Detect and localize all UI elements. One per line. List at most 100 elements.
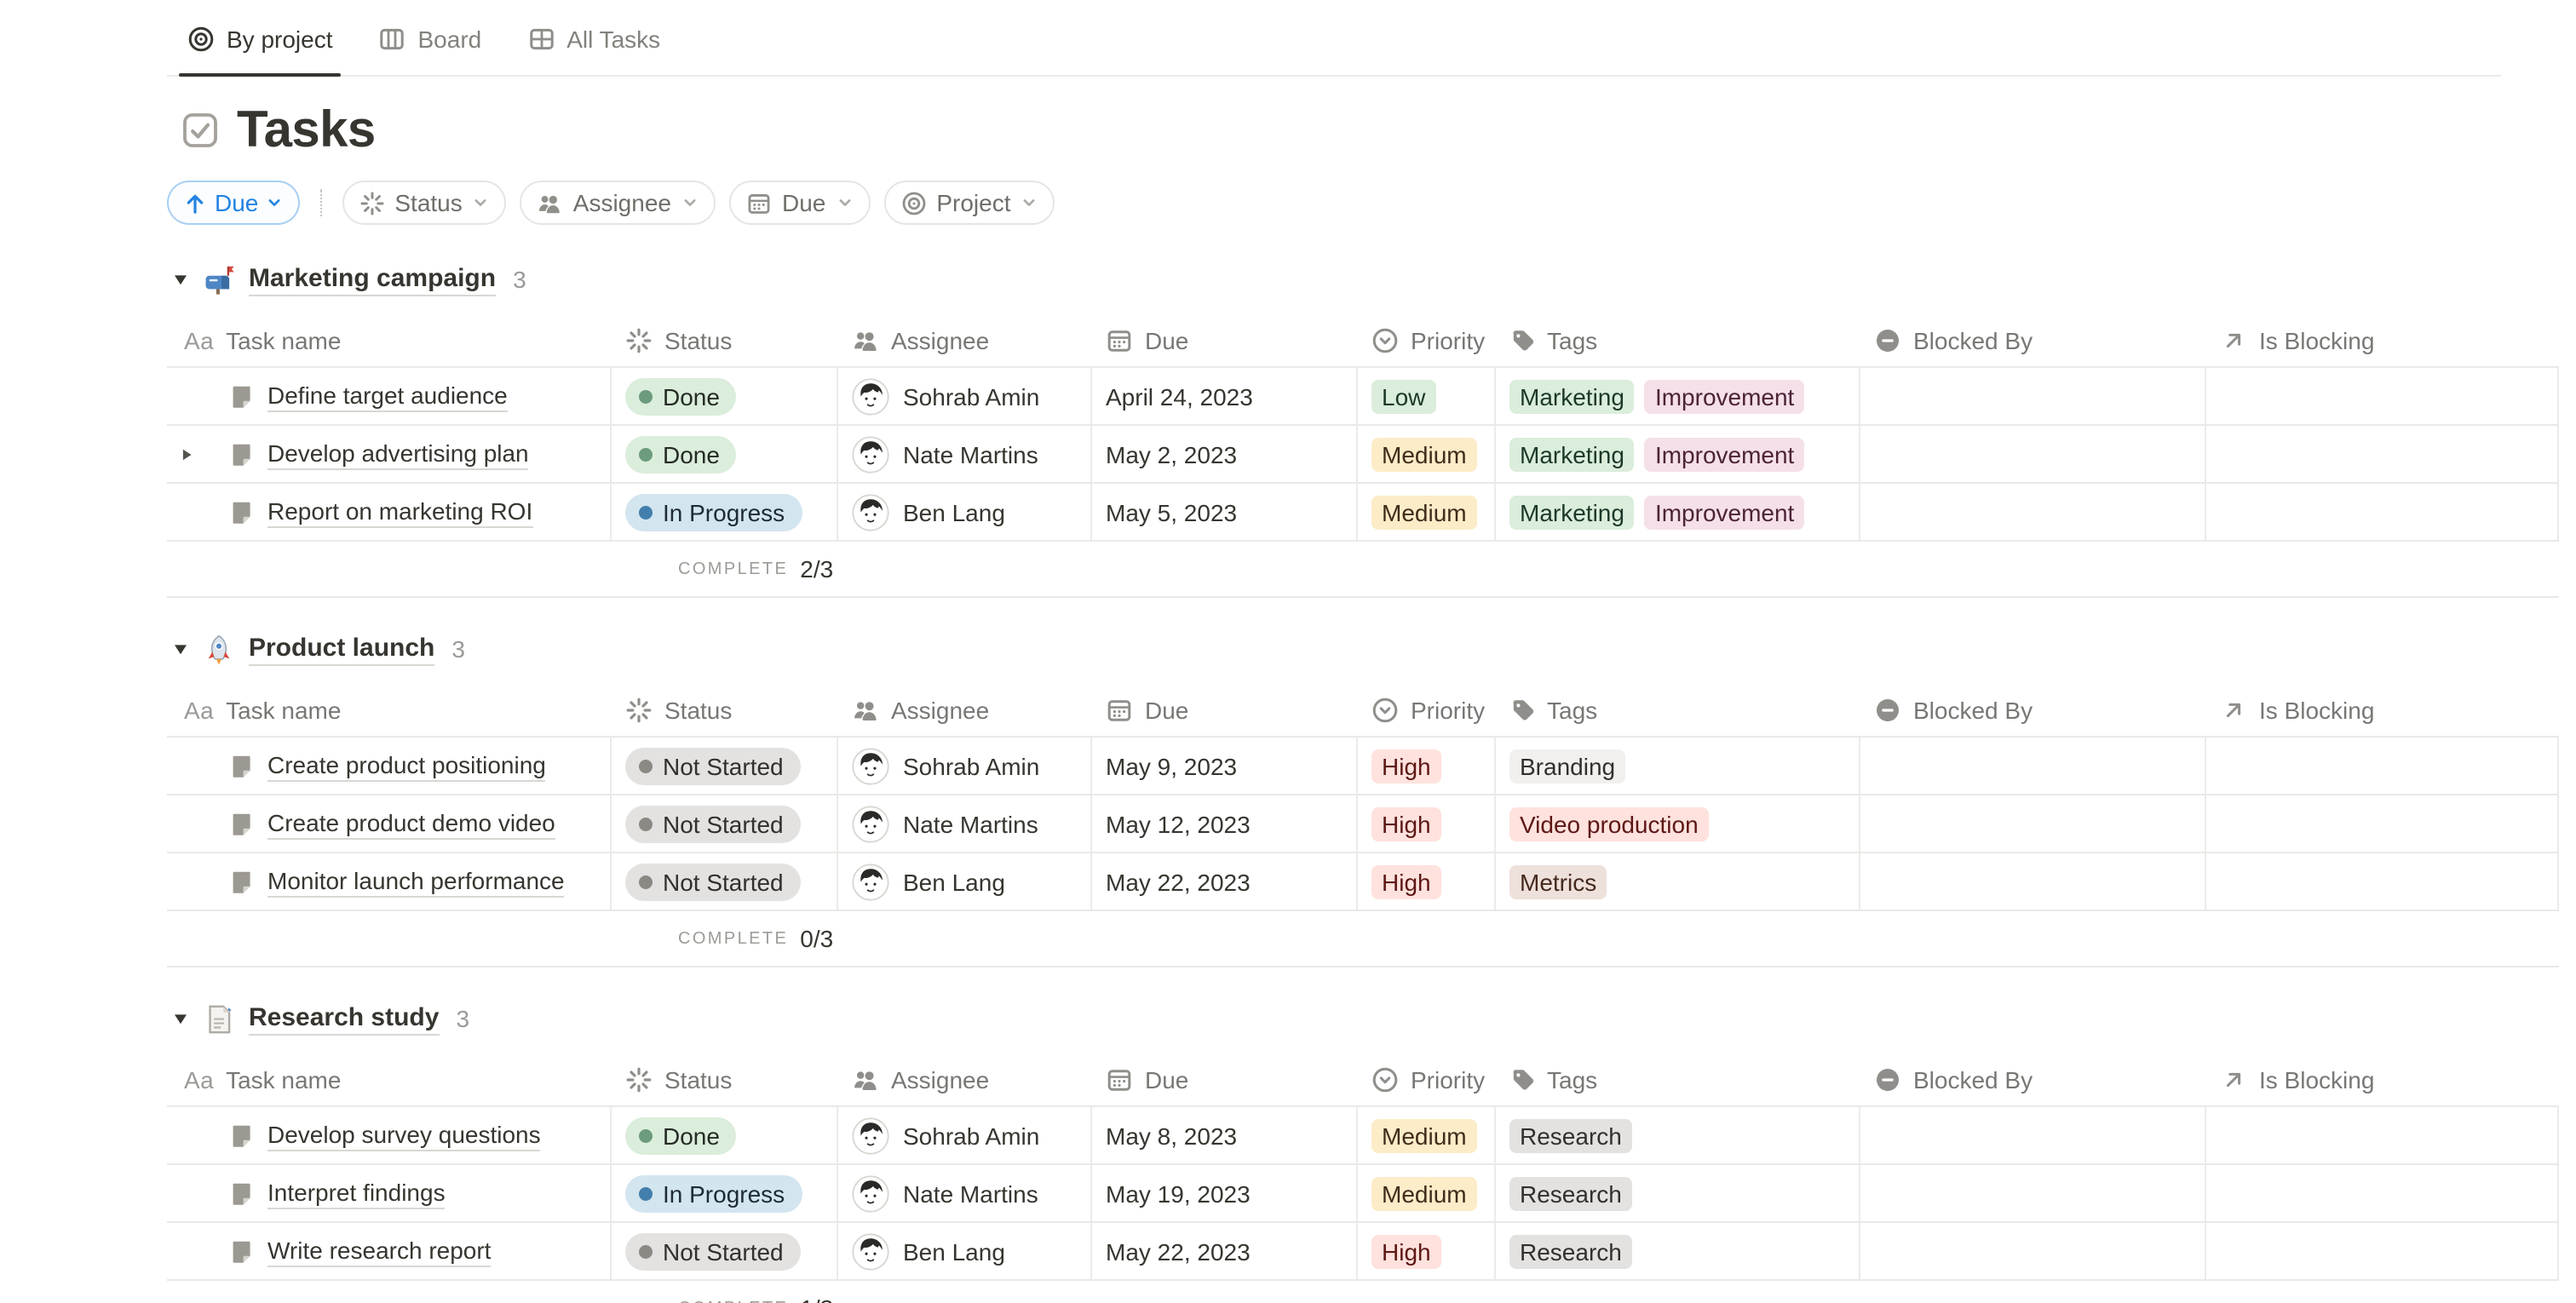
cell-blocked-by[interactable] [1860, 795, 2206, 852]
column-header-due[interactable]: Due [1092, 313, 1358, 366]
group-name-link[interactable]: Product launch [249, 633, 435, 665]
column-header-priority[interactable]: Priority [1358, 1053, 1496, 1105]
filter-pill-project[interactable]: Project [883, 181, 1055, 225]
cell-tags[interactable]: Metrics [1496, 853, 1860, 910]
cell-status[interactable]: Done [612, 1107, 838, 1163]
cell-is-blocking[interactable] [2206, 738, 2559, 794]
tab-all-tasks[interactable]: All Tasks [527, 0, 660, 77]
cell-tags[interactable]: Branding [1496, 738, 1860, 794]
column-header-tags[interactable]: Tags [1496, 683, 1860, 736]
cell-task[interactable]: Write research report [167, 1223, 612, 1279]
sort-pill-due[interactable]: Due [167, 181, 300, 225]
task-name-link[interactable]: Report on marketing ROI [267, 497, 533, 527]
cell-status[interactable]: In Progress [612, 1165, 838, 1221]
cell-is-blocking[interactable] [2206, 426, 2559, 482]
cell-priority[interactable]: High [1358, 795, 1496, 852]
filter-pill-status[interactable]: Status [342, 181, 507, 225]
cell-tags[interactable]: Research [1496, 1107, 1860, 1163]
cell-task[interactable]: Interpret findings [167, 1165, 612, 1221]
task-name-link[interactable]: Develop advertising plan [267, 439, 529, 469]
task-name-link[interactable]: Create product positioning [267, 750, 546, 781]
cell-tags[interactable]: Marketing Improvement [1496, 368, 1860, 424]
cell-status[interactable]: Not Started [612, 738, 838, 794]
cell-due[interactable]: May 22, 2023 [1092, 1223, 1358, 1279]
column-header-priority[interactable]: Priority [1358, 313, 1496, 366]
column-header-is-blocking[interactable]: Is Blocking [2206, 313, 2559, 366]
cell-is-blocking[interactable] [2206, 484, 2559, 540]
page-title[interactable]: Tasks [237, 102, 376, 158]
cell-due[interactable]: May 9, 2023 [1092, 738, 1358, 794]
cell-due[interactable]: May 8, 2023 [1092, 1107, 1358, 1163]
cell-priority[interactable]: Medium [1358, 426, 1496, 482]
cell-blocked-by[interactable] [1860, 853, 2206, 910]
cell-is-blocking[interactable] [2206, 368, 2559, 424]
column-header-due[interactable]: Due [1092, 683, 1358, 736]
cell-status[interactable]: Done [612, 368, 838, 424]
cell-blocked-by[interactable] [1860, 738, 2206, 794]
column-header-assignee[interactable]: Assignee [838, 1053, 1092, 1105]
group-name-link[interactable]: Research study [249, 1002, 440, 1035]
cell-due[interactable]: May 19, 2023 [1092, 1165, 1358, 1221]
column-header-assignee[interactable]: Assignee [838, 313, 1092, 366]
column-header-is-blocking[interactable]: Is Blocking [2206, 1053, 2559, 1105]
cell-due[interactable]: May 12, 2023 [1092, 795, 1358, 852]
cell-assignee[interactable]: Nate Martins [838, 1165, 1092, 1221]
cell-priority[interactable]: High [1358, 853, 1496, 910]
cell-priority[interactable]: Medium [1358, 1165, 1496, 1221]
cell-task[interactable]: Create product demo video [167, 795, 612, 852]
column-header-blocked-by[interactable]: Blocked By [1860, 313, 2206, 366]
task-name-link[interactable]: Interpret findings [267, 1178, 446, 1208]
cell-priority[interactable]: Medium [1358, 1107, 1496, 1163]
cell-task[interactable]: Report on marketing ROI [167, 484, 612, 540]
cell-blocked-by[interactable] [1860, 1107, 2206, 1163]
cell-status[interactable]: Not Started [612, 853, 838, 910]
cell-assignee[interactable]: Ben Lang [838, 1223, 1092, 1279]
task-name-link[interactable]: Define target audience [267, 381, 508, 411]
cell-assignee[interactable]: Sohrab Amin [838, 738, 1092, 794]
group-name-link[interactable]: Marketing campaign [249, 263, 497, 296]
cell-assignee[interactable]: Ben Lang [838, 484, 1092, 540]
column-header-tags[interactable]: Tags [1496, 313, 1860, 366]
column-header-priority[interactable]: Priority [1358, 683, 1496, 736]
cell-task[interactable]: Develop survey questions [167, 1107, 612, 1163]
cell-assignee[interactable]: Sohrab Amin [838, 368, 1092, 424]
cell-tags[interactable]: Marketing Improvement [1496, 426, 1860, 482]
cell-tags[interactable]: Video production [1496, 795, 1860, 852]
group-collapse-toggle-icon[interactable] [172, 640, 189, 657]
cell-task[interactable]: Define target audience [167, 368, 612, 424]
cell-blocked-by[interactable] [1860, 426, 2206, 482]
cell-is-blocking[interactable] [2206, 1107, 2559, 1163]
cell-status[interactable]: Done [612, 426, 838, 482]
calc-row[interactable]: COMPLETE 2/3 [167, 542, 2559, 598]
cell-priority[interactable]: Medium [1358, 484, 1496, 540]
cell-priority[interactable]: Low [1358, 368, 1496, 424]
cell-task[interactable]: Monitor launch performance [167, 853, 612, 910]
cell-is-blocking[interactable] [2206, 853, 2559, 910]
cell-due[interactable]: May 2, 2023 [1092, 426, 1358, 482]
filter-pill-assignee[interactable]: Assignee [520, 181, 716, 225]
cell-tags[interactable]: Research [1496, 1223, 1860, 1279]
cell-priority[interactable]: High [1358, 738, 1496, 794]
tab-by-project[interactable]: By project [178, 0, 342, 77]
cell-status[interactable]: Not Started [612, 795, 838, 852]
tab-board[interactable]: Board [379, 0, 481, 77]
cell-status[interactable]: In Progress [612, 484, 838, 540]
cell-task[interactable]: Create product positioning [167, 738, 612, 794]
cell-tags[interactable]: Marketing Improvement [1496, 484, 1860, 540]
cell-is-blocking[interactable] [2206, 1165, 2559, 1221]
cell-blocked-by[interactable] [1860, 1165, 2206, 1221]
cell-assignee[interactable]: Ben Lang [838, 853, 1092, 910]
cell-due[interactable]: May 5, 2023 [1092, 484, 1358, 540]
column-header-task-name[interactable]: Aa Task name [184, 1065, 342, 1093]
calc-row[interactable]: COMPLETE 1/3 [167, 1281, 2559, 1303]
cell-blocked-by[interactable] [1860, 484, 2206, 540]
subitem-expand-toggle-icon[interactable] [179, 446, 194, 462]
column-header-due[interactable]: Due [1092, 1053, 1358, 1105]
column-header-status[interactable]: Status [612, 683, 838, 736]
cell-blocked-by[interactable] [1860, 368, 2206, 424]
cell-priority[interactable]: High [1358, 1223, 1496, 1279]
task-name-link[interactable]: Monitor launch performance [267, 866, 565, 897]
task-name-link[interactable]: Create product demo video [267, 808, 555, 839]
cell-due[interactable]: May 22, 2023 [1092, 853, 1358, 910]
cell-tags[interactable]: Research [1496, 1165, 1860, 1221]
